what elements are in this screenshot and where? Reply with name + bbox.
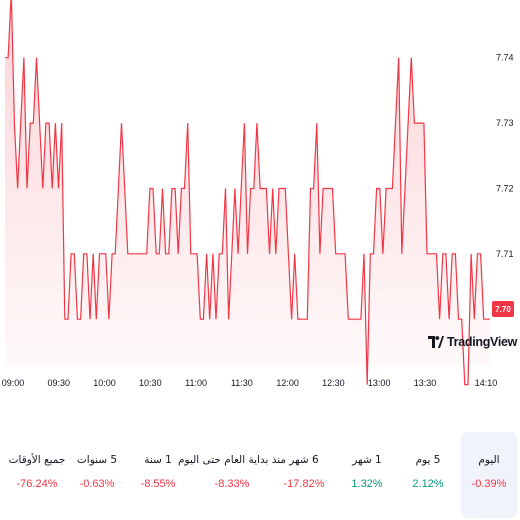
x-tick-label: 10:30 <box>139 378 162 388</box>
period-label: جميع الأوقات <box>8 454 66 466</box>
period-tab[interactable]: 5 يوم 2.12% <box>400 432 456 518</box>
x-tick-label: 14:10 <box>475 378 498 388</box>
price-line <box>5 0 490 386</box>
period-change-value: -0.63% <box>79 478 115 490</box>
period-change-value: 1.32% <box>351 478 383 490</box>
period-change-value: -76.24% <box>16 478 58 490</box>
x-tick-label: 13:00 <box>368 378 391 388</box>
period-performance-bar: اليوم -0.39% 5 يوم 2.12% 1 شهر 1.32% 6 شهر -17.… <box>0 432 520 518</box>
x-tick-label: 12:30 <box>322 378 345 388</box>
period-tab[interactable]: 6 شهر -17.82% <box>276 432 332 518</box>
period-tab[interactable]: 5 سنوات -0.63% <box>69 432 125 518</box>
x-tick-label: 11:30 <box>231 378 253 388</box>
tradingview-watermark[interactable]: TradingView <box>428 333 517 351</box>
period-label: 1 شهر <box>352 454 382 466</box>
period-tab[interactable]: 1 شهر 1.32% <box>339 432 395 518</box>
x-tick-label: 09:30 <box>48 378 71 388</box>
period-tab[interactable]: جميع الأوقات -76.24% <box>8 432 66 518</box>
x-tick-label: 13:30 <box>414 378 437 388</box>
period-change-value: -8.33% <box>214 478 250 490</box>
period-label: 6 شهر <box>289 454 319 466</box>
period-label: 5 سنوات <box>76 454 118 466</box>
x-tick-label: 09:00 <box>2 378 25 388</box>
chart-svg: 7.74 7.73 7.72 7.71 09:00 09:30 10:00 10:30 11:… <box>2 0 514 388</box>
y-tick-label: 7.73 <box>496 118 514 128</box>
last-price-badge: 7.70 <box>492 301 514 317</box>
period-tab[interactable]: منذ بداية العام حتى اليوم -8.33% <box>173 432 291 518</box>
price-area <box>5 0 490 385</box>
price-chart[interactable]: 7.74 7.73 7.72 7.71 09:00 09:30 10:00 10:30 11:… <box>0 0 520 400</box>
x-tick-label: 12:00 <box>276 378 299 388</box>
period-label: منذ بداية العام حتى اليوم <box>177 454 287 466</box>
y-tick-label: 7.71 <box>496 249 514 259</box>
period-change-value: -0.39% <box>471 478 507 490</box>
tradingview-brand-text: TradingView <box>447 335 518 349</box>
period-change-value: -17.82% <box>283 478 325 490</box>
period-change-value: 2.12% <box>412 478 444 490</box>
period-label: اليوم <box>478 454 500 466</box>
period-tab[interactable]: 1 سنة -8.55% <box>130 432 186 518</box>
period-label: 1 سنة <box>144 454 172 466</box>
x-tick-label: 11:00 <box>185 378 207 388</box>
y-tick-label: 7.72 <box>496 183 514 193</box>
period-tab[interactable]: اليوم -0.39% <box>461 432 517 518</box>
x-tick-label: 10:00 <box>93 378 116 388</box>
tradingview-logo-icon <box>428 336 444 348</box>
y-tick-label: 7.74 <box>496 53 514 63</box>
period-change-value: -8.55% <box>140 478 176 490</box>
period-label: 5 يوم <box>415 454 441 466</box>
